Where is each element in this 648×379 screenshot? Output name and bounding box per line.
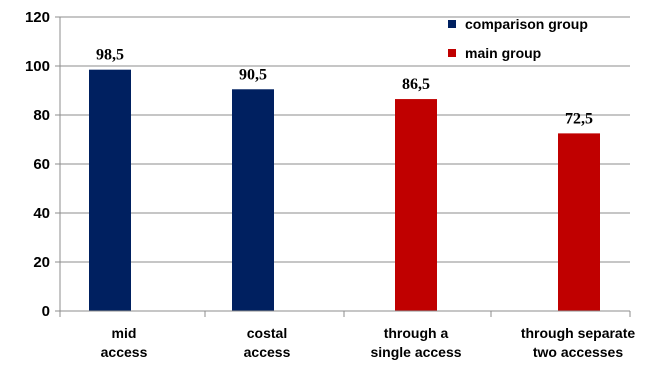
y-tick-label: 20 <box>33 254 50 271</box>
legend-swatch <box>448 49 456 57</box>
y-tick-label: 60 <box>33 156 50 173</box>
bar <box>232 89 274 312</box>
x-category-label: through a single access <box>370 325 461 360</box>
data-label: 98,5 <box>96 47 124 64</box>
x-category-label: mid access <box>101 325 148 360</box>
y-tick-label: 40 <box>33 205 50 222</box>
legend-label: main group <box>465 45 541 61</box>
labels: 0 20 40 60 80 100 120 98,5 mid access 90,5 costal ac… <box>25 9 635 360</box>
y-tick-label: 120 <box>25 9 50 26</box>
bar <box>89 69 131 311</box>
gridlines <box>60 16 630 263</box>
data-label: 72,5 <box>565 110 593 127</box>
data-label: 86,5 <box>402 76 430 93</box>
y-tick-label: 100 <box>25 58 50 75</box>
x-category-label: through separate two accesses <box>521 325 636 360</box>
legend: comparison group main group <box>448 16 588 61</box>
bars <box>89 69 600 312</box>
bar <box>558 133 600 311</box>
bar <box>395 99 437 311</box>
axes <box>55 16 631 317</box>
y-tick-label: 80 <box>33 107 50 124</box>
legend-swatch <box>448 20 456 28</box>
x-category-label: costal access <box>244 325 291 360</box>
data-label: 90,5 <box>239 66 267 83</box>
legend-label: comparison group <box>465 16 588 32</box>
y-tick-label: 0 <box>42 303 50 320</box>
